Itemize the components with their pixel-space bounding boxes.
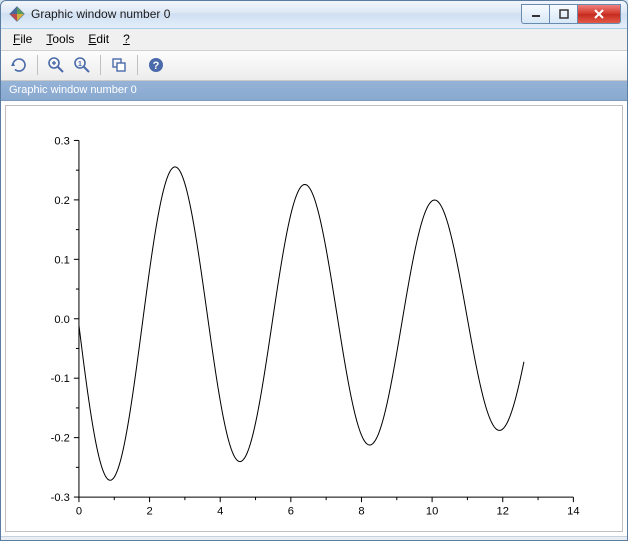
titlebar[interactable]: Graphic window number 0 [1, 1, 627, 29]
app-window: Graphic window number 0 File Tools Edit … [0, 0, 628, 541]
svg-text:14: 14 [567, 505, 579, 517]
app-icon [9, 6, 25, 22]
subheader-text: Graphic window number 0 [9, 84, 137, 96]
svg-text:0.3: 0.3 [54, 135, 69, 147]
plot-area[interactable]: -0.3 -0.2 -0.1 0.0 0.1 0.2 0.3 0 2 4 6 8 10 12 14 [5, 105, 623, 533]
toolbar-separator [37, 55, 38, 75]
toolbar-separator [100, 55, 101, 75]
svg-text:12: 12 [497, 505, 509, 517]
window-title: Graphic window number 0 [31, 7, 521, 21]
svg-text:1: 1 [78, 61, 82, 68]
svg-text:0.1: 0.1 [54, 254, 69, 266]
svg-text:8: 8 [358, 505, 364, 517]
menubar: File Tools Edit ? [1, 29, 627, 51]
svg-text:0.0: 0.0 [54, 313, 69, 325]
close-button[interactable] [577, 4, 621, 24]
svg-text:?: ? [153, 60, 160, 72]
svg-text:2: 2 [146, 505, 152, 517]
svg-text:6: 6 [288, 505, 294, 517]
toolbar: 1 ? [1, 51, 627, 81]
zoom-in-button[interactable] [44, 53, 68, 77]
menu-file[interactable]: File [7, 30, 38, 48]
svg-text:0: 0 [76, 505, 82, 517]
line-chart: -0.3 -0.2 -0.1 0.0 0.1 0.2 0.3 0 2 4 6 8 10 12 14 [6, 106, 622, 532]
copy-button[interactable] [107, 53, 131, 77]
zoom-reset-button[interactable]: 1 [70, 53, 94, 77]
svg-text:0.2: 0.2 [54, 194, 69, 206]
svg-text:-0.1: -0.1 [51, 373, 70, 385]
menu-help[interactable]: ? [117, 30, 136, 48]
help-button[interactable]: ? [144, 53, 168, 77]
minimize-button[interactable] [521, 4, 549, 24]
window-controls [521, 4, 621, 24]
svg-text:4: 4 [217, 505, 223, 517]
menu-edit[interactable]: Edit [82, 30, 115, 48]
menu-tools[interactable]: Tools [40, 30, 80, 48]
toolbar-separator [137, 55, 138, 75]
svg-text:-0.2: -0.2 [51, 432, 70, 444]
status-strip [1, 536, 627, 540]
subheader-bar: Graphic window number 0 [1, 81, 627, 101]
rotate-button[interactable] [7, 53, 31, 77]
maximize-button[interactable] [549, 4, 577, 24]
svg-text:-0.3: -0.3 [51, 492, 70, 504]
svg-text:10: 10 [426, 505, 438, 517]
